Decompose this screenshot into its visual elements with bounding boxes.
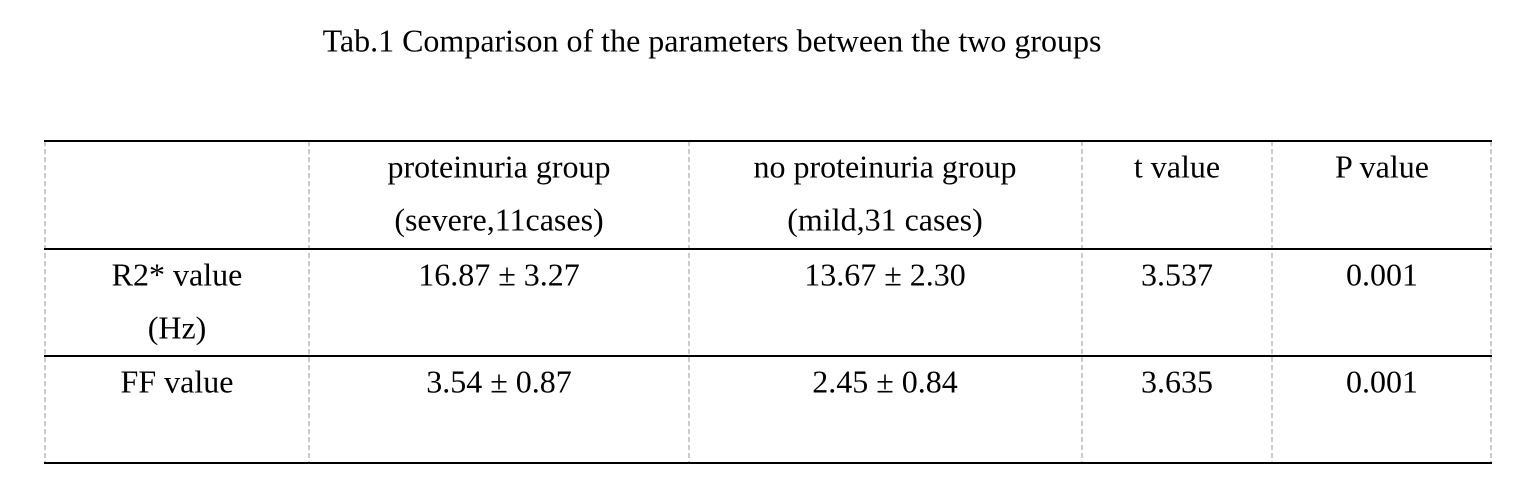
table-cell: 0.001: [1346, 363, 1418, 399]
table-cell: 0.001: [1346, 256, 1418, 292]
table-cell: R2* value: [112, 256, 243, 292]
table-cell: (Hz): [148, 309, 207, 345]
header-cell: P value: [1335, 148, 1429, 184]
table-cell: 2.45 ± 0.84: [812, 363, 958, 399]
table-cell: 3.54 ± 0.87: [426, 363, 572, 399]
table-title: Tab.1 Comparison of the parameters betwe…: [323, 22, 1102, 58]
table-cell: 3.537: [1141, 256, 1213, 292]
table-cell: 16.87 ± 3.27: [418, 256, 580, 292]
header-cell: no proteinuria group: [753, 148, 1016, 184]
header-cell: t value: [1134, 148, 1220, 184]
table-cell: FF value: [121, 363, 234, 399]
header-cell: (mild,31 cases): [787, 201, 983, 237]
header-cell: proteinuria group: [387, 148, 610, 184]
header-cell: (severe,11cases): [394, 201, 603, 237]
table-cell: 3.635: [1141, 363, 1213, 399]
table-lines: [44, 140, 1492, 464]
table-cell: 13.67 ± 2.30: [804, 256, 966, 292]
